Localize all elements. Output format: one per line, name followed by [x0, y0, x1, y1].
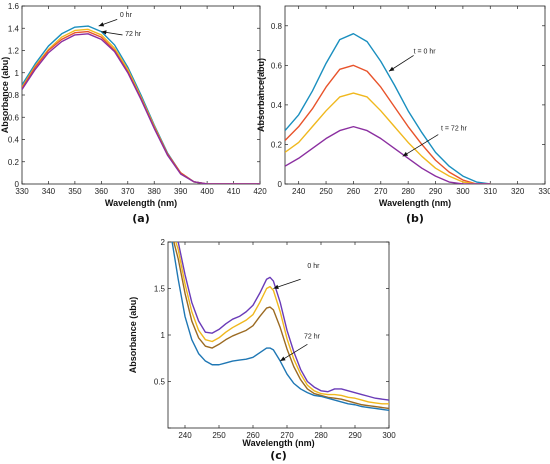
x-tick-label: 330 — [15, 187, 29, 196]
x-tick-label: 400 — [200, 187, 214, 196]
y-tick-label: 1 — [161, 331, 166, 340]
series-line — [177, 242, 389, 401]
x-tick-label: 360 — [95, 187, 109, 196]
series-line — [22, 33, 260, 184]
x-tick-label: 290 — [429, 187, 443, 196]
y-tick-label: 1.5 — [154, 285, 166, 294]
series-line — [175, 242, 389, 405]
series-line — [285, 92, 491, 184]
x-tick-label: 290 — [348, 431, 362, 440]
x-axis-label: Wavelength (nm) — [242, 438, 314, 448]
x-tick-label: 280 — [314, 431, 328, 440]
y-tick-label: 0.8 — [271, 22, 283, 31]
annotation-text: t = 72 hr — [441, 126, 468, 133]
annotation-arrow-head — [273, 284, 279, 289]
annotation-text: 72 hr — [304, 334, 321, 341]
x-tick-label: 240 — [178, 431, 192, 440]
series-group — [285, 32, 491, 184]
y-tick-label: 0.4 — [8, 136, 20, 145]
series-line — [285, 64, 491, 184]
panel-c: 240 250 260 270 280 290 300 0.5 1 1.5 2 Wavelength … — [128, 238, 396, 462]
y-tick-label: 0.5 — [154, 378, 166, 387]
x-axis-label: Wavelength (nm) — [105, 198, 177, 208]
y-tick-label: 0.2 — [271, 140, 283, 149]
y-axis-label: Absorbance(abu) — [256, 58, 266, 132]
x-tick-label: 380 — [148, 187, 162, 196]
y-tick-label: 0.8 — [8, 91, 20, 100]
y-axis-label: Absorbance (abu) — [0, 57, 10, 134]
annotation-text: 0 hr — [120, 12, 133, 19]
y-tick-label: 2 — [161, 238, 166, 247]
x-tick-label: 410 — [227, 187, 241, 196]
annotation-arrow-line — [402, 134, 439, 157]
x-tick-label: 280 — [401, 187, 415, 196]
y-tick-label: 0.6 — [8, 113, 20, 122]
panel-label: (b) — [406, 212, 424, 225]
panel-label: (c) — [270, 449, 287, 462]
x-tick-label: 320 — [511, 187, 525, 196]
panel-label: (a) — [132, 212, 149, 225]
y-tick-label: 1.4 — [8, 24, 20, 33]
y-tick-label: 0.6 — [271, 61, 283, 70]
x-tick-label: 260 — [246, 431, 260, 440]
x-tick-label: 260 — [347, 187, 361, 196]
series-group — [171, 242, 389, 412]
annotation-arrow-head — [101, 30, 107, 35]
x-tick-label: 300 — [382, 431, 396, 440]
x-tick-label: 330 — [538, 187, 550, 196]
x-axis-label: Wavelength (nm) — [379, 198, 451, 208]
annotation-arrow-line — [279, 343, 308, 362]
x-tick-label: 250 — [212, 431, 226, 440]
x-tick-label: 350 — [68, 187, 82, 196]
y-tick-label: 1 — [15, 69, 20, 78]
x-tick-label: 390 — [174, 187, 188, 196]
x-tick-label: 250 — [319, 187, 333, 196]
y-tick-label: 0 — [278, 180, 283, 189]
y-axis-label: Absorbance (abu) — [128, 297, 138, 374]
y-tick-label: 0.2 — [8, 158, 20, 167]
series-line — [22, 25, 260, 184]
annotation-arrow-head — [402, 151, 409, 157]
series-line — [173, 242, 389, 410]
x-tick-label: 310 — [484, 187, 498, 196]
y-tick-label: 1.2 — [8, 47, 20, 56]
series-line — [285, 125, 491, 184]
plot-frame — [284, 5, 546, 185]
annotation-arrow-head — [280, 356, 286, 362]
x-tick-label: 340 — [42, 187, 56, 196]
series-line — [22, 28, 260, 184]
series-line — [22, 30, 260, 184]
x-tick-label: 270 — [280, 431, 294, 440]
x-tick-label: 300 — [456, 187, 470, 196]
y-tick-label: 1.6 — [8, 2, 20, 11]
x-tick-label: 420 — [253, 187, 267, 196]
series-line — [285, 32, 491, 184]
annotation-arrow-head — [389, 66, 395, 72]
y-tick-label: 0.4 — [271, 101, 283, 110]
annotation-text: t = 0 hr — [414, 48, 437, 55]
annotation-text: 72 hr — [125, 31, 142, 38]
panel-b: 240 250 260 270 280 290 300 310 320 330 0 0.2 0.4 0.6… — [256, 5, 550, 225]
annotation-arrow-head — [98, 22, 105, 27]
series-group — [22, 25, 260, 184]
x-tick-label: 270 — [374, 187, 388, 196]
x-tick-label: 240 — [292, 187, 306, 196]
x-tick-label: 370 — [121, 187, 135, 196]
y-tick-label: 0 — [15, 180, 20, 189]
panel-a: 330 340 350 360 370 380 390 400 410 420 0 0.2 0.4 0.6… — [0, 2, 267, 225]
annotation-text: 0 hr — [307, 263, 320, 270]
series-line — [171, 242, 389, 412]
